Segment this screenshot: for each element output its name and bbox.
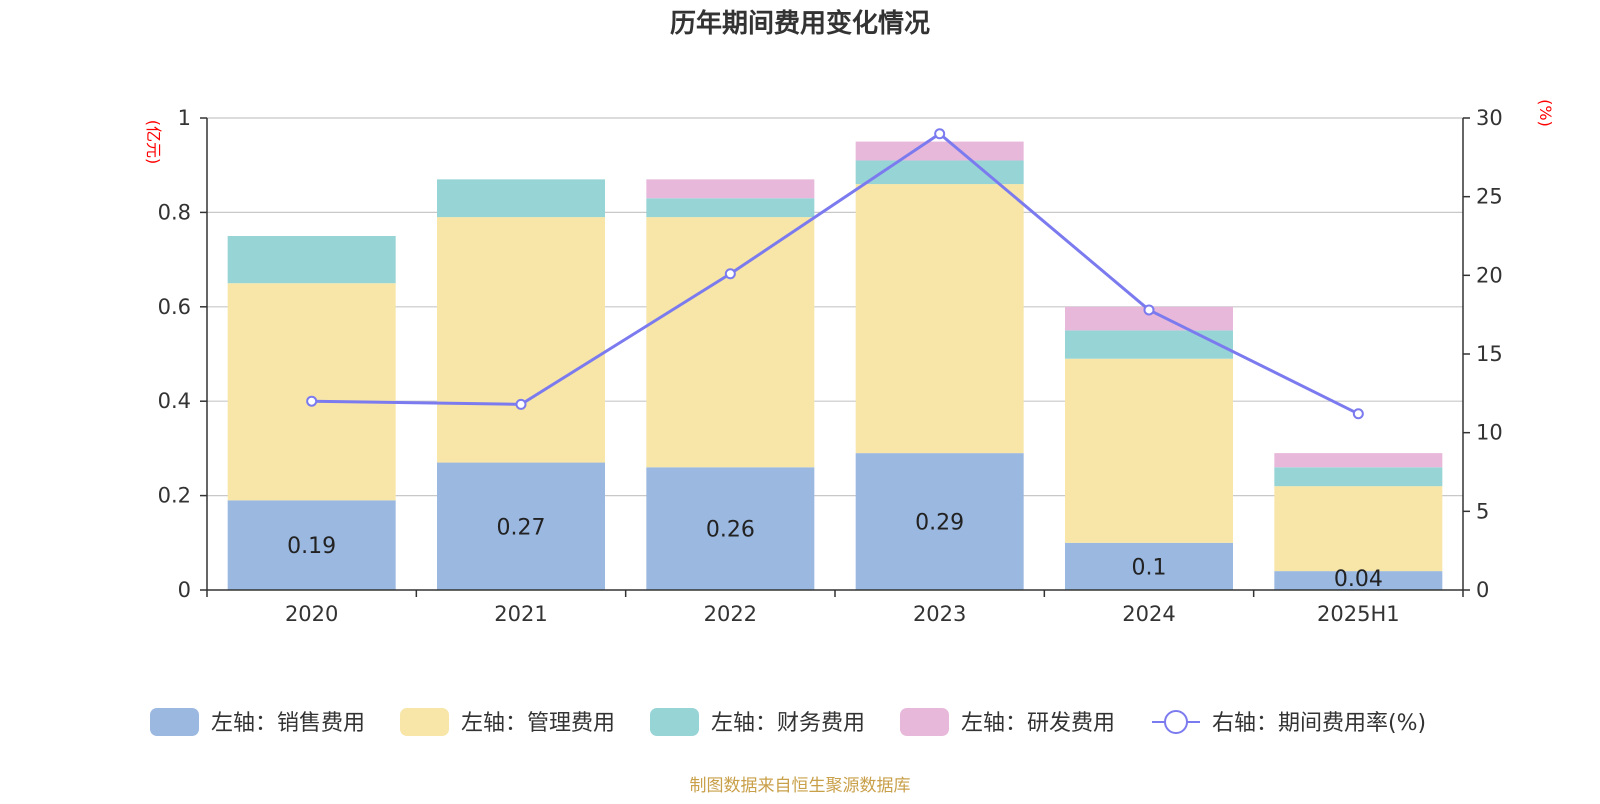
bar-value-label: 0.19 [287,534,336,559]
bar-segment [1065,358,1233,543]
bar-segment [227,283,396,501]
rate-point [515,398,527,410]
bar-segment [227,500,396,590]
rate-line [306,128,1364,420]
legend-swatch [400,708,449,736]
x-tick-label: 2022 [704,602,757,626]
rate-point [1143,304,1155,316]
grid-lines [207,117,1463,497]
bar-segment [1274,571,1443,590]
legend-label: 左轴：研发费用 [961,711,1115,736]
bar-segment [227,236,396,284]
right-axis-unit: (%) [1536,99,1555,127]
bar-segment [1065,330,1233,359]
left-tick-label: 0.2 [158,484,191,508]
bar-value-label: 0.1 [1132,555,1167,580]
rate-line-path [311,132,1359,416]
bar-segment [646,198,815,218]
stacked-bars [227,141,1443,590]
x-tick-label: 2024 [1122,602,1175,626]
legend-line-marker [1164,710,1188,734]
right-tick-label: 30 [1476,106,1503,130]
rate-point [934,128,946,140]
left-tick-label: 0.6 [158,295,191,319]
legend-swatch [900,708,949,736]
legend-swatch [650,708,699,736]
bar-segment [1065,542,1233,590]
x-tick-label: 2021 [494,602,547,626]
left-tick-label: 0.8 [158,200,191,224]
bar-segment [855,160,1024,185]
bar-segment [1274,467,1443,487]
x-tick-label: 2025H1 [1317,602,1400,626]
right-tick-label: 0 [1476,578,1489,602]
bar-segment [855,453,1024,590]
bar-segment [646,467,815,590]
bar-value-label: 0.27 [497,515,546,540]
bar-segment [1065,306,1233,331]
bar-labels: 0.19 0.27 0.26 0.29 0.1 0.04 [287,511,1383,592]
bar-value-label: 0.04 [1334,567,1383,592]
right-tick-label: 20 [1476,263,1503,287]
bar-value-label: 0.26 [706,518,755,543]
legend-label: 左轴：财务费用 [711,711,865,736]
legend-label: 右轴：期间费用率(%) [1212,711,1426,736]
legend-label: 左轴：销售费用 [211,711,365,736]
right-tick-label: 10 [1476,421,1503,445]
rate-point [306,395,318,407]
bar-segment [1274,453,1443,468]
right-tick-label: 5 [1476,499,1489,523]
legend-label: 左轴：管理费用 [461,711,615,736]
left-axis-unit: (亿元) [144,120,163,165]
legend-swatch [150,708,199,736]
x-tick-label: 2020 [285,602,338,626]
bar-segment [1274,486,1443,572]
right-tick-label: 25 [1476,185,1503,209]
source-note: 制图数据来自恒生聚源数据库 [690,776,911,796]
left-tick-label: 0.4 [158,389,191,413]
bar-segment [437,179,605,218]
bar-segment [437,462,605,590]
bar-segment [437,217,605,463]
chart-title: 历年期间费用变化情况 [670,8,930,39]
left-tick-label: 0 [178,578,191,602]
x-tick-label: 2023 [913,602,966,626]
bar-segment [855,184,1024,454]
right-tick-label: 15 [1476,342,1503,366]
bar-segment [855,141,1024,161]
bar-segment [646,179,815,199]
rate-point [724,268,736,280]
bar-segment [646,217,815,468]
bar-value-label: 0.29 [915,511,964,536]
left-tick-label: 1 [178,106,191,130]
legend: 左轴：销售费用 左轴：管理费用 左轴：财务费用 左轴：研发费用 右轴：期间费用率(%) [150,708,1426,736]
rate-point [1352,408,1364,420]
